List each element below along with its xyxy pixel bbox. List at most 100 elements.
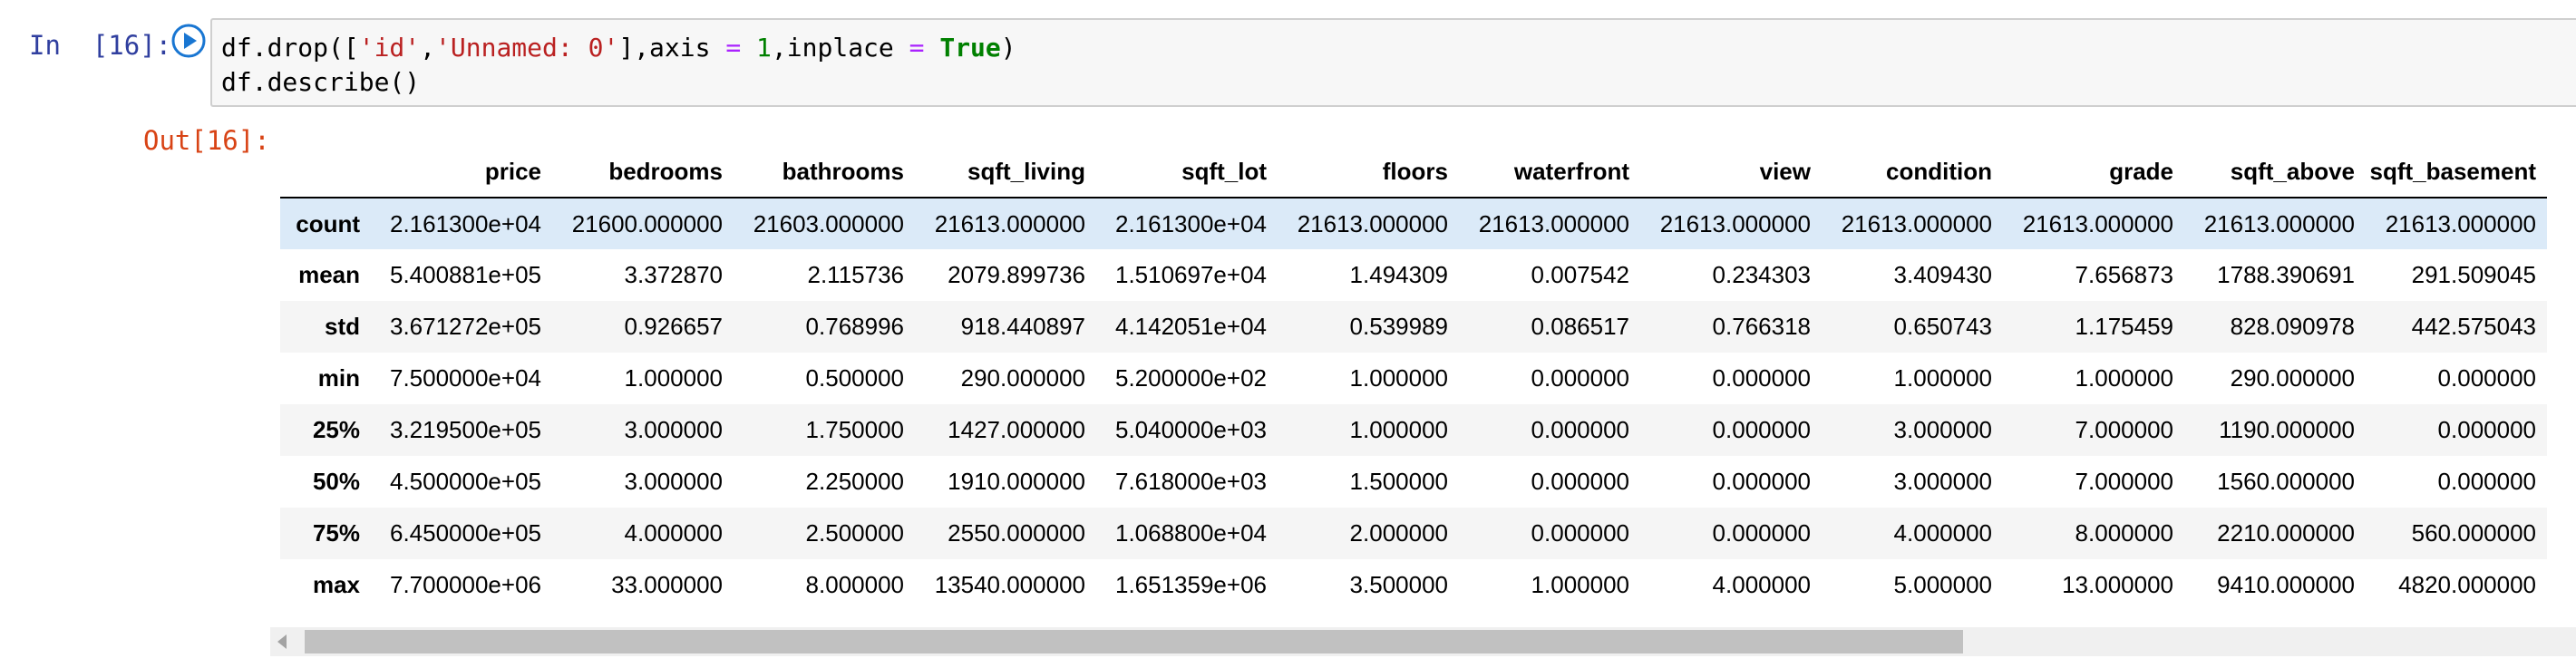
code-operator: =: [909, 33, 925, 63]
table-cell: 2.161300e+04: [389, 209, 541, 237]
table-cell: 0.000000: [1531, 364, 1629, 392]
table-cell: 21613.000000: [2385, 209, 2536, 237]
table-cell: 1.000000: [624, 364, 723, 392]
table-cell: 1910.000000: [948, 468, 1085, 495]
table-cell: 0.007542: [1531, 261, 1629, 288]
table-cell: 2.250000: [805, 468, 904, 495]
table-row[interactable]: 75% 6.450000e+05 4.000000 2.500000 2550.0000…: [280, 508, 2547, 559]
table-cell: 3.671272e+05: [389, 313, 541, 340]
table-row[interactable]: mean 5.400881e+05 3.372870 2.115736 2079.899…: [280, 249, 2547, 301]
table-cell: 2.500000: [805, 519, 904, 547]
row-label: 75%: [312, 519, 360, 547]
table-cell: 6.450000e+05: [389, 519, 541, 547]
row-label: count: [296, 209, 360, 237]
table-cell: 3.000000: [1893, 416, 1992, 443]
run-cell-button[interactable]: [170, 23, 207, 59]
table-cell: 290.000000: [960, 364, 1085, 392]
table-cell: 21613.000000: [2203, 209, 2355, 237]
table-cell: 2.000000: [1349, 519, 1448, 547]
table-cell: 4.000000: [624, 519, 723, 547]
table-cell: 0.000000: [1712, 468, 1811, 495]
code-token: ]: [618, 33, 635, 63]
table-cell: 8.000000: [2075, 519, 2173, 547]
table-cell: 4.000000: [1712, 571, 1811, 598]
table-cell: 1.510697e+04: [1114, 261, 1267, 288]
dataframe-output: price bedrooms bathrooms sqft_living sqft_lo…: [280, 146, 2576, 611]
table-cell: 2.115736: [807, 261, 904, 288]
table-cell: 4.142051e+04: [1114, 313, 1267, 340]
table-cell: 3.409430: [1893, 261, 1992, 288]
table-cell: 3.000000: [624, 416, 723, 443]
code-token: [: [343, 33, 359, 63]
table-cell: 828.090978: [2230, 313, 2355, 340]
table-cell: 0.000000: [1531, 416, 1629, 443]
table-cell: 1.000000: [1349, 364, 1448, 392]
table-row[interactable]: std 3.671272e+05 0.926657 0.768996 918.44089…: [280, 301, 2547, 353]
table-cell: 7.656873: [2075, 261, 2173, 288]
table-cell: 1.175459: [2075, 313, 2173, 340]
table-cell: 0.000000: [1712, 364, 1811, 392]
table-cell: 918.440897: [960, 313, 1085, 340]
scrollbar-thumb[interactable]: [305, 630, 1963, 653]
column-header-sqft-basement: sqft_basement: [2366, 146, 2547, 198]
table-cell: 21613.000000: [1478, 209, 1629, 237]
table-cell: 1788.390691: [2217, 261, 2355, 288]
column-header-price: price: [371, 146, 552, 198]
table-row[interactable]: max 7.700000e+06 33.000000 8.000000 13540.00…: [280, 559, 2547, 611]
column-header-floors: floors: [1278, 146, 1459, 198]
table-cell: 0.000000: [1712, 416, 1811, 443]
table-cell: 290.000000: [2230, 364, 2355, 392]
column-header-bedrooms: bedrooms: [552, 146, 734, 198]
column-header-bathrooms: bathrooms: [734, 146, 915, 198]
table-cell: 0.000000: [1531, 519, 1629, 547]
table-cell: 0.000000: [2437, 416, 2536, 443]
row-label: max: [312, 571, 360, 598]
table-cell: 0.000000: [2437, 468, 2536, 495]
code-token: ,: [420, 33, 436, 63]
table-cell: 21613.000000: [934, 209, 1085, 237]
table-cell: 21613.000000: [2022, 209, 2173, 237]
table-cell: 3.219500e+05: [389, 416, 541, 443]
code-line-1: df.drop(['id','Unnamed: 0'],axis = 1,inp…: [221, 33, 1016, 63]
table-cell: 0.650743: [1893, 313, 1992, 340]
table-cell: 1.750000: [805, 416, 904, 443]
play-circle-icon: [171, 24, 206, 58]
code-token: ,inplace: [771, 33, 909, 63]
table-cell: 1.068800e+04: [1114, 519, 1267, 547]
scroll-left-arrow-icon[interactable]: [277, 634, 287, 649]
table-row[interactable]: 25% 3.219500e+05 3.000000 1.750000 1427.0000…: [280, 404, 2547, 456]
table-row[interactable]: 50% 4.500000e+05 3.000000 2.250000 1910.0000…: [280, 456, 2547, 508]
describe-table: price bedrooms bathrooms sqft_living sqft_lo…: [280, 146, 2547, 611]
table-cell: 7.500000e+04: [389, 364, 541, 392]
code-editor[interactable]: df.drop(['id','Unnamed: 0'],axis = 1,inp…: [210, 18, 2576, 107]
table-cell: 1.000000: [1893, 364, 1992, 392]
column-header-grade: grade: [2003, 146, 2184, 198]
output-prompt: Out[16]:: [143, 125, 270, 156]
code-string: 'Unnamed: 0': [435, 33, 619, 63]
table-row[interactable]: min 7.500000e+04 1.000000 0.500000 290.00000…: [280, 353, 2547, 404]
table-cell: 0.500000: [805, 364, 904, 392]
table-row[interactable]: count 2.161300e+04 21600.000000 21603.00000…: [280, 198, 2547, 249]
table-cell: 0.768996: [805, 313, 904, 340]
code-token: df.drop(: [221, 33, 344, 63]
table-cell: 7.000000: [2075, 416, 2173, 443]
row-label: mean: [298, 261, 360, 288]
table-header-row: price bedrooms bathrooms sqft_living sqft_lo…: [280, 146, 2547, 198]
column-header-waterfront: waterfront: [1459, 146, 1640, 198]
horizontal-scrollbar[interactable]: [270, 627, 2576, 656]
table-cell: 2210.000000: [2217, 519, 2355, 547]
table-cell: 21613.000000: [1659, 209, 1811, 237]
table-cell: 1.651359e+06: [1114, 571, 1267, 598]
table-cell: 3.000000: [1893, 468, 1992, 495]
table-cell: 8.000000: [805, 571, 904, 598]
table-body: count 2.161300e+04 21600.000000 21603.00000…: [280, 198, 2547, 611]
row-label: min: [317, 364, 360, 392]
table-cell: 1190.000000: [2219, 416, 2355, 443]
row-label: 25%: [312, 416, 360, 443]
table-cell: 9410.000000: [2217, 571, 2355, 598]
table-cell: 0.086517: [1531, 313, 1629, 340]
table-cell: 1.000000: [1349, 416, 1448, 443]
table-cell: 1560.000000: [2217, 468, 2355, 495]
table-cell: 3.500000: [1349, 571, 1448, 598]
table-cell: 7.618000e+03: [1114, 468, 1267, 495]
